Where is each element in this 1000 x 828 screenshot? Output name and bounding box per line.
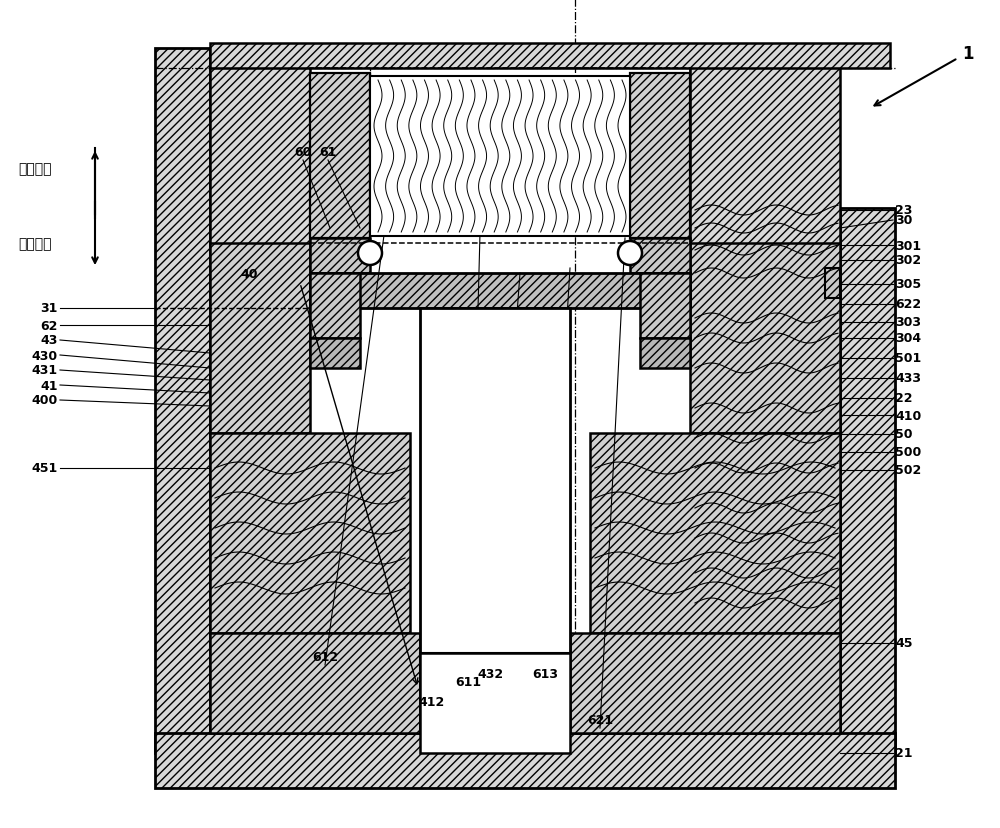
Text: 21: 21	[895, 747, 912, 759]
Text: 开阀方向: 开阀方向	[18, 161, 52, 176]
Text: 303: 303	[895, 316, 921, 329]
Bar	[590, 434, 840, 633]
Text: 412: 412	[419, 696, 445, 708]
Text: 612: 612	[312, 650, 338, 663]
Bar	[310, 339, 360, 368]
Text: 410: 410	[895, 409, 921, 422]
Text: 22: 22	[895, 392, 912, 405]
Text: 23: 23	[895, 205, 912, 217]
Bar	[840, 209, 895, 753]
Bar	[310, 274, 360, 339]
Bar	[570, 633, 840, 733]
Text: 40: 40	[240, 267, 258, 280]
Bar	[630, 238, 690, 274]
Text: 闭阀方向: 闭阀方向	[18, 237, 52, 251]
Bar	[310, 238, 370, 274]
Bar	[420, 653, 480, 733]
Text: 501: 501	[895, 352, 921, 365]
Bar	[630, 74, 690, 238]
Bar	[310, 69, 690, 243]
Text: 611: 611	[455, 675, 481, 688]
Text: 305: 305	[895, 278, 921, 291]
Bar	[210, 434, 410, 633]
Bar	[825, 268, 840, 299]
Text: 31: 31	[41, 302, 58, 315]
Text: 41: 41	[40, 379, 58, 392]
Bar	[690, 243, 840, 434]
Text: 400: 400	[32, 394, 58, 407]
Text: 621: 621	[587, 713, 613, 726]
Bar	[310, 274, 690, 309]
Text: 62: 62	[41, 319, 58, 332]
Circle shape	[618, 242, 642, 266]
Bar	[310, 74, 370, 238]
Text: 301: 301	[895, 239, 921, 253]
Text: 622: 622	[895, 298, 921, 311]
Text: 304: 304	[895, 332, 921, 345]
Bar	[210, 44, 890, 69]
Text: 613: 613	[532, 667, 558, 680]
Text: 1: 1	[962, 45, 974, 63]
Bar	[420, 653, 570, 753]
Text: 50: 50	[895, 428, 912, 441]
Circle shape	[358, 242, 382, 266]
Text: 61: 61	[319, 146, 337, 159]
Text: 45: 45	[895, 637, 912, 650]
Text: 500: 500	[895, 446, 921, 459]
Bar	[370, 77, 630, 237]
Bar	[155, 49, 210, 753]
Text: 432: 432	[477, 667, 503, 680]
Bar	[210, 633, 420, 733]
Text: 43: 43	[41, 334, 58, 347]
Bar	[210, 243, 310, 434]
Bar	[155, 733, 895, 788]
Bar	[420, 309, 570, 653]
Text: 451: 451	[32, 462, 58, 475]
Text: 431: 431	[32, 364, 58, 377]
Text: 502: 502	[895, 464, 921, 477]
Text: 60: 60	[294, 146, 312, 159]
Bar	[640, 274, 690, 339]
Text: 430: 430	[32, 349, 58, 362]
Text: 433: 433	[895, 372, 921, 385]
Text: 30: 30	[895, 214, 912, 227]
Text: 302: 302	[895, 254, 921, 267]
Bar	[640, 339, 690, 368]
Bar	[690, 49, 840, 248]
Bar	[420, 653, 570, 673]
Bar	[210, 49, 310, 248]
